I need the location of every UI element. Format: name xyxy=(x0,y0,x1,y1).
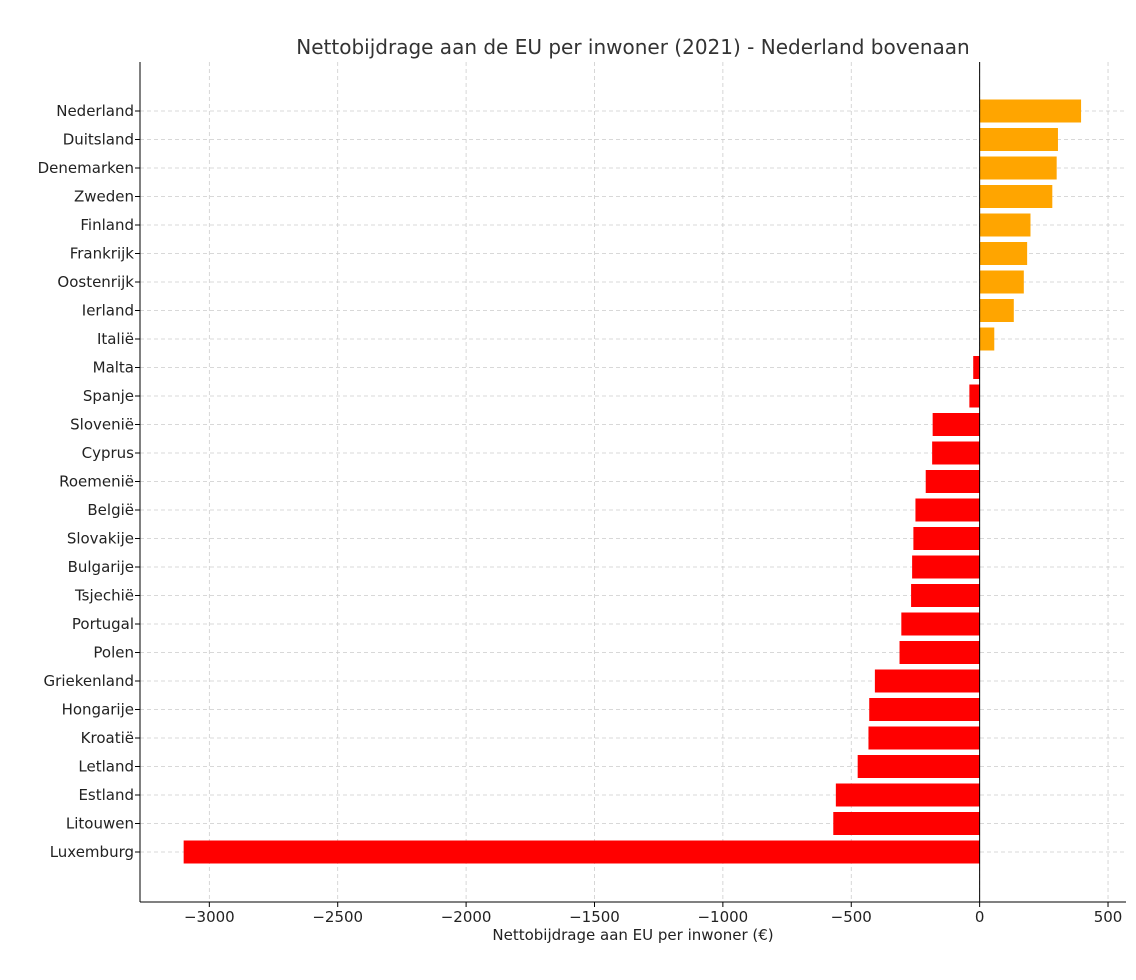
y-tick-label: Finland xyxy=(80,216,134,234)
bar-roemenië xyxy=(925,470,980,493)
bar-hongarije xyxy=(869,698,980,721)
y-tick-label: Zweden xyxy=(74,188,134,206)
ticks: −3000 −2500 −2000 −1500 −1000 −500 0 500 Nederla… xyxy=(38,102,1123,926)
y-tick-label: Duitsland xyxy=(63,131,134,149)
bar-spanje xyxy=(969,384,980,408)
bar-finland xyxy=(979,213,1031,237)
bar-portugal xyxy=(901,612,980,636)
y-tick-label: Italië xyxy=(97,330,134,348)
bar-malta xyxy=(973,356,980,379)
bar-griekenland xyxy=(874,669,980,693)
y-tick-label: Nederland xyxy=(56,102,134,120)
y-tick-label: Polen xyxy=(93,644,134,662)
bar-nederland xyxy=(979,99,1082,123)
bar-denemarken xyxy=(979,156,1057,180)
y-tick-label: Griekenland xyxy=(44,672,134,690)
y-tick-label: Oostenrijk xyxy=(57,273,134,291)
x-tick-label: −2500 xyxy=(312,908,363,926)
y-tick-label: Bulgarije xyxy=(68,558,134,576)
bar-oostenrijk xyxy=(979,270,1024,294)
bar-ierland xyxy=(979,299,1014,322)
x-tick-label: −3000 xyxy=(184,908,235,926)
bars xyxy=(183,99,1082,864)
y-tick-label: Spanje xyxy=(83,387,134,405)
y-tick-label: Litouwen xyxy=(66,815,134,833)
bar-cyprus xyxy=(932,441,980,465)
y-tick-label: Frankrijk xyxy=(70,245,135,263)
bar-slovenië xyxy=(932,413,980,436)
x-tick-label: 500 xyxy=(1094,908,1123,926)
y-tick-label: Portugal xyxy=(72,615,134,633)
y-tick-label: Hongarije xyxy=(62,701,134,719)
bar-letland xyxy=(857,755,980,778)
x-axis-label: Nettobijdrage aan EU per inwoner (€) xyxy=(492,926,773,944)
bar-frankrijk xyxy=(979,242,1028,265)
bar-italië xyxy=(979,327,995,351)
y-tick-label: Luxemburg xyxy=(50,843,134,861)
bar-kroatië xyxy=(868,726,980,750)
y-tick-label: Estland xyxy=(78,786,134,804)
bar-slovakije xyxy=(913,527,980,550)
y-tick-label: België xyxy=(87,501,134,519)
x-tick-label: −500 xyxy=(831,908,872,926)
y-tick-label: Tsjechië xyxy=(74,587,134,605)
x-tick-label: −1000 xyxy=(697,908,748,926)
bar-zweden xyxy=(979,185,1053,208)
bar-estland xyxy=(835,783,980,807)
x-tick-label: −2000 xyxy=(441,908,492,926)
y-tick-label: Letland xyxy=(78,758,134,776)
bar-luxemburg xyxy=(183,840,980,864)
bar-bulgarije xyxy=(912,555,980,579)
bar-litouwen xyxy=(833,812,980,835)
y-tick-label: Denemarken xyxy=(38,159,134,177)
y-tick-label: Slovakije xyxy=(67,530,134,548)
x-tick-label: −1500 xyxy=(569,908,620,926)
x-tick-label: 0 xyxy=(975,908,985,926)
y-tick-label: Cyprus xyxy=(82,444,135,462)
y-tick-label: Slovenië xyxy=(70,416,134,434)
bar-belgië xyxy=(915,498,980,522)
bar-polen xyxy=(899,641,980,664)
chart-title: Nettobijdrage aan de EU per inwoner (202… xyxy=(296,35,969,59)
bar-duitsland xyxy=(979,128,1058,151)
y-tick-label: Roemenië xyxy=(59,473,134,491)
y-tick-label: Ierland xyxy=(82,302,134,320)
bar-tsjechië xyxy=(911,584,980,607)
y-tick-label: Kroatië xyxy=(81,729,134,747)
y-tick-label: Malta xyxy=(93,359,134,377)
